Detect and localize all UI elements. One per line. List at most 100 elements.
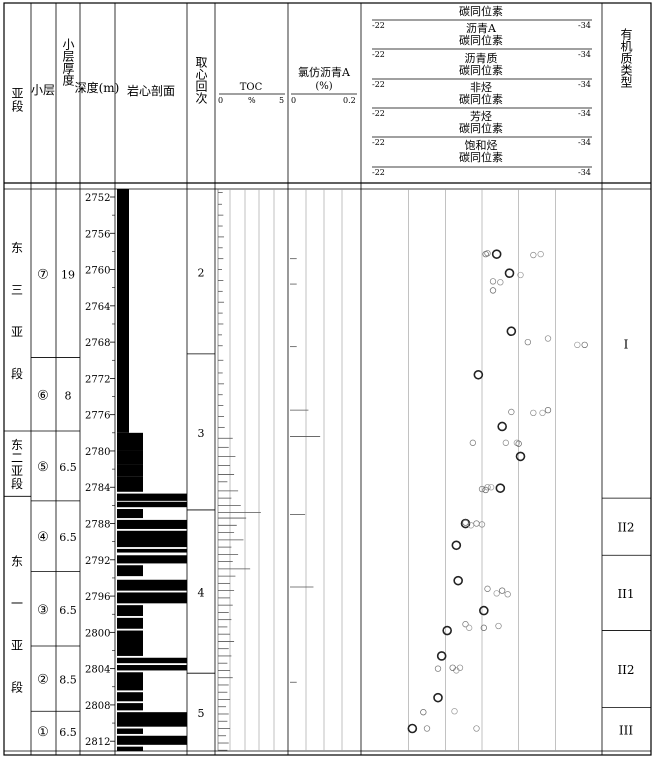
isotope-series-label: 沥青质: [465, 52, 498, 65]
core-lithology-segment: [117, 665, 187, 671]
layer-number: ⑥: [37, 388, 49, 403]
isotope-point: [508, 408, 515, 416]
layer-thickness: 8.5: [59, 674, 77, 687]
core-lithology-segment: [117, 579, 187, 591]
isotope-point: [497, 279, 504, 286]
core-lithology-segment: [117, 519, 187, 529]
subsection-label-char: 东: [11, 438, 23, 452]
isotope-point: [449, 664, 456, 671]
organic-type-label: II1: [617, 587, 634, 601]
toc-max-label: 5: [279, 96, 284, 105]
layer-number: ⑤: [37, 460, 49, 475]
isotope-scale-min: -22: [372, 109, 385, 118]
depth-tick-label: 2812: [85, 737, 110, 748]
core-lithology-segment: [117, 605, 143, 617]
isotope-title-repeat: 碳同位素: [459, 33, 503, 47]
depth-tick-label: 2808: [85, 701, 110, 712]
run-number: 5: [198, 707, 205, 720]
header-run: 取心回次: [194, 56, 208, 105]
depth-tick-label: 2792: [85, 556, 110, 567]
bitumen-max-label: 0.2: [343, 96, 356, 105]
layer-thickness: 8: [65, 389, 72, 402]
header-bitumen: 氯仿沥青A: [298, 65, 351, 79]
isotope-point: [488, 484, 495, 491]
isotope-point: [462, 519, 469, 526]
isotope-point: [502, 439, 509, 446]
layer-thickness: 6.5: [59, 604, 77, 617]
isotope-point: [462, 621, 469, 628]
isotope-scale-min: -22: [372, 21, 385, 30]
isotope-point: [451, 708, 458, 715]
core-lithology-segment: [117, 493, 187, 501]
isotope-scale-max: -34: [578, 168, 591, 177]
core-lithology-segment: [117, 565, 143, 577]
layer-number: ①: [37, 725, 49, 740]
isotope-scale-min: -22: [372, 168, 385, 177]
isotope-point: [544, 406, 552, 414]
bitumen-min-label: 0: [291, 96, 296, 105]
outer-frame: [3, 2, 652, 756]
isotope-point: [493, 590, 500, 597]
isotope-scale-max: -34: [578, 50, 591, 59]
core-lithology-segment: [117, 703, 143, 711]
subsection-label-char: 段: [11, 476, 23, 491]
header-core: 岩心剖面: [127, 83, 175, 98]
subsection-label-char: 亚: [11, 325, 23, 339]
isotope-point: [433, 692, 443, 703]
core-lithology-segment: [117, 464, 143, 477]
header-bitumen-unit: (%): [315, 81, 332, 92]
isotope-point: [466, 624, 473, 631]
core-lithology-segment: [117, 672, 143, 691]
isotope-point: [479, 605, 489, 616]
isotope-series-label: 非烃: [470, 81, 492, 94]
core-lithology-segment: [117, 189, 129, 433]
isotope-point: [420, 709, 427, 716]
core-lithology-segment: [117, 432, 143, 451]
isotope-title-repeat: 碳同位素: [459, 121, 503, 135]
depth-tick-label: 2784: [85, 483, 110, 494]
isotope-point: [504, 268, 515, 278]
core-lithology-segment: [117, 630, 143, 656]
depth-tick-label: 2800: [85, 628, 110, 639]
core-lithology-segment: [117, 509, 143, 519]
isotope-series-label: 芳烃: [470, 109, 492, 123]
header-depth: 深度(m): [75, 80, 120, 95]
isotope-scale-min: -22: [372, 50, 385, 59]
isotope-point: [480, 624, 487, 631]
header-subsection: 亚段: [10, 87, 24, 113]
core-lithology-segment: [117, 501, 187, 508]
isotope-title-repeat: 碳同位素: [459, 150, 503, 164]
isotope-point: [482, 250, 489, 258]
run-number: 4: [198, 587, 205, 600]
core-lithology-segment: [117, 592, 187, 604]
isotope-point: [489, 278, 497, 285]
isotope-point: [434, 665, 442, 672]
isotope-scale-max: -34: [578, 80, 591, 89]
isotope-point: [489, 287, 497, 294]
isotope-point: [495, 483, 506, 493]
isotope-title-repeat: 碳同位素: [459, 92, 503, 106]
core-lithology-segment: [117, 530, 187, 548]
header-organic-type: 有机质类型: [619, 28, 633, 88]
depth-tick-label: 2796: [85, 592, 110, 603]
isotope-point: [506, 326, 517, 337]
isotope-point: [517, 271, 524, 279]
depth-tick-label: 2804: [85, 665, 110, 676]
core-lithology-segment: [117, 548, 187, 553]
depth-tick-label: 2752: [85, 193, 110, 204]
run-number: 3: [198, 427, 205, 440]
depth-tick-label: 2756: [85, 229, 110, 240]
isotope-point: [515, 440, 522, 447]
isotope-point: [537, 250, 544, 258]
isotope-scale-max: -34: [578, 109, 591, 118]
isotope-title-repeat: 碳同位素: [459, 63, 503, 77]
isotope-point: [407, 723, 418, 734]
depth-tick-label: 2788: [85, 520, 110, 531]
isotope-point: [504, 591, 511, 598]
header-thickness: 小层厚度: [61, 38, 75, 86]
organic-type-label: III: [619, 723, 633, 737]
isotope-point: [484, 585, 491, 592]
core-lithology-segment: [117, 617, 143, 629]
